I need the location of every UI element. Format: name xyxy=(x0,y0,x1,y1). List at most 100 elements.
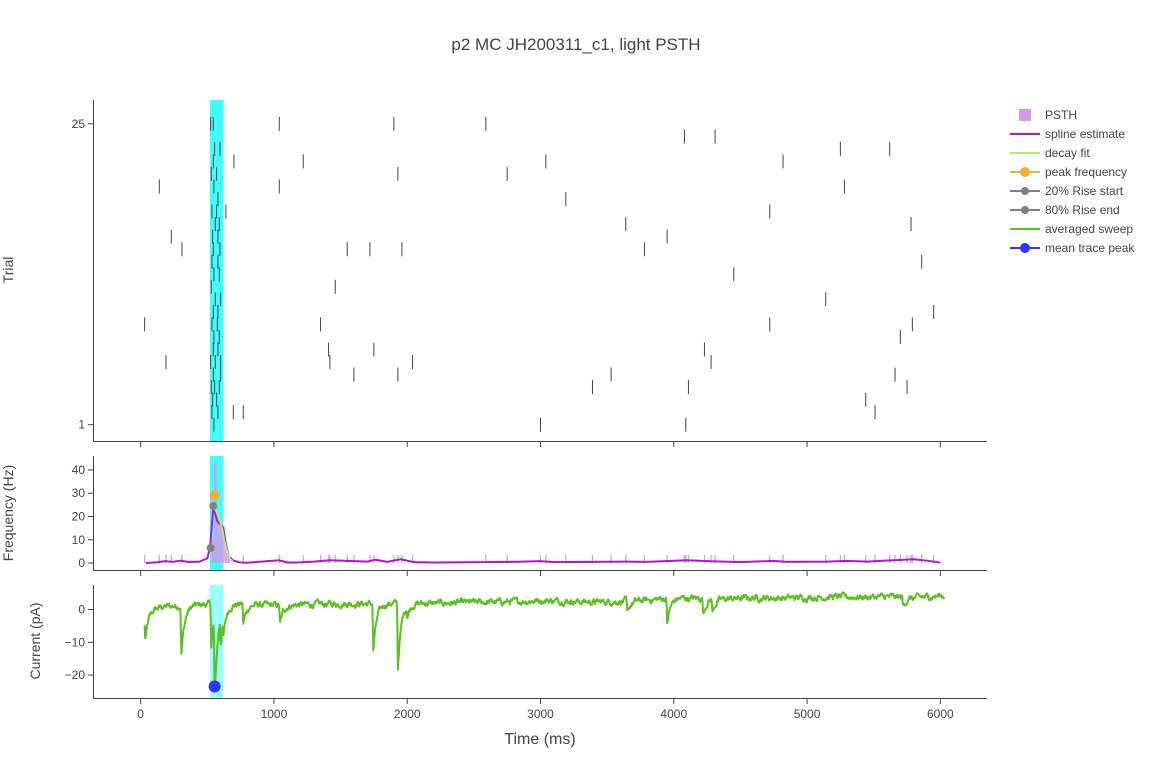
legend-item: peak frequency xyxy=(1010,165,1127,179)
psth-bar xyxy=(369,554,371,564)
psth-x-ticks xyxy=(140,571,941,576)
decay-fit-line xyxy=(212,506,234,563)
psth-y-tick-label: 10 xyxy=(72,533,86,547)
psth-bar xyxy=(539,554,542,564)
psth-bar xyxy=(346,554,348,564)
psth-bar xyxy=(874,554,876,564)
trace-y-tick-label: −10 xyxy=(65,635,86,649)
raster-y-tick-label: 1 xyxy=(78,418,85,432)
trace-y-ticks: −20 −10 0 xyxy=(65,603,93,682)
trace-y-axis-title: Current (pA) xyxy=(27,602,43,679)
chart-title: p2 MC JH200311_c1, light PSTH xyxy=(451,35,700,54)
legend-item: 80% Rise end xyxy=(1010,203,1120,217)
legend-item: decay fit xyxy=(1010,146,1090,160)
psth-markers-layer xyxy=(206,490,220,552)
legend-label: 80% Rise end xyxy=(1045,203,1120,217)
psth-bar xyxy=(170,554,172,564)
psth-y-ticks: 0 10 20 30 40 xyxy=(72,463,93,570)
psth-bar xyxy=(353,554,355,564)
legend-marker xyxy=(1021,187,1029,195)
psth-bar xyxy=(211,539,214,564)
trace-stimulus-layer xyxy=(209,585,224,698)
psth-bar xyxy=(839,554,841,564)
psth-bar xyxy=(666,554,668,564)
legend-marker xyxy=(1020,167,1030,177)
trace-y-tick-label: 0 xyxy=(78,603,85,617)
x-tick-label: 0 xyxy=(137,707,144,721)
x-tick-label: 2000 xyxy=(394,707,421,721)
psth-bar xyxy=(643,554,646,564)
psth-bar xyxy=(411,554,414,564)
peak-frequency-marker xyxy=(209,490,220,501)
raster-spikes-layer xyxy=(144,116,935,432)
psth-lines-layer xyxy=(145,506,941,565)
psth-bar xyxy=(224,544,228,564)
psth-bar xyxy=(506,554,508,564)
psth-bar xyxy=(710,554,712,564)
psth-bar xyxy=(894,554,896,564)
psth-bar xyxy=(825,554,827,564)
psth-bar xyxy=(278,554,280,564)
trace-panel: −20 −10 0 0 1000 2000 3000 4000 5000 6000 Curren… xyxy=(27,585,987,721)
psth-bar xyxy=(545,554,547,564)
trace-x-ticks: 0 1000 2000 3000 4000 5000 6000 xyxy=(137,699,954,721)
legend-label: 20% Rise start xyxy=(1045,184,1124,198)
psth-bar xyxy=(921,554,923,564)
mean-trace-peak-marker xyxy=(208,680,221,693)
legend-item: 20% Rise start xyxy=(1010,184,1124,198)
trace-stimulus-band xyxy=(209,585,224,698)
trace-lines-layer xyxy=(143,591,946,689)
psth-bar xyxy=(591,554,594,564)
psth-bar xyxy=(625,554,627,564)
psth-bar xyxy=(242,554,244,564)
legend-label: PSTH xyxy=(1045,108,1077,122)
legend-label: spline estimate xyxy=(1045,127,1125,141)
psth-bar xyxy=(221,525,225,564)
legend: PSTH spline estimate decay fit peak frequen… xyxy=(1010,108,1135,255)
psth-bar xyxy=(565,554,567,564)
psth-bar xyxy=(165,554,167,564)
spline-estimate-line xyxy=(145,506,941,565)
psth-bar xyxy=(769,554,771,564)
psth-bar xyxy=(685,554,687,564)
raster-y-tick-label: 25 xyxy=(72,117,86,131)
psth-y-tick-label: 30 xyxy=(72,486,86,500)
psth-bar xyxy=(610,554,612,564)
psth-bar xyxy=(733,554,735,564)
psth-y-tick-label: 0 xyxy=(78,556,85,570)
legend-label: decay fit xyxy=(1045,146,1090,160)
psth-bar xyxy=(865,554,867,564)
psth-bar xyxy=(843,554,845,564)
legend-marker xyxy=(1020,243,1030,253)
psth-bar xyxy=(329,554,331,564)
psth-y-axis-title: Frequency (Hz) xyxy=(0,465,16,561)
psth-bar xyxy=(889,554,891,564)
legend-marker xyxy=(1021,206,1029,214)
psth-y-tick-label: 40 xyxy=(72,463,86,477)
x-tick-label: 3000 xyxy=(527,707,554,721)
psth-bar xyxy=(703,554,706,564)
rise-end-marker xyxy=(209,502,218,511)
rise-start-marker xyxy=(206,543,215,552)
psth-bar xyxy=(327,554,330,564)
x-tick-label: 4000 xyxy=(660,707,687,721)
x-tick-label: 6000 xyxy=(927,707,954,721)
legend-label: peak frequency xyxy=(1045,165,1127,179)
psth-y-tick-label: 20 xyxy=(72,509,86,523)
psth-bar xyxy=(302,554,304,564)
legend-label: averaged sweep xyxy=(1045,222,1133,236)
raster-x-ticks xyxy=(140,442,941,447)
legend-item: averaged sweep xyxy=(1010,222,1133,236)
psth-bar xyxy=(485,554,487,564)
psth-bar xyxy=(216,516,220,564)
trace-y-tick-label: −20 xyxy=(65,668,86,682)
x-tick-label: 5000 xyxy=(794,707,821,721)
raster-y-ticks: 1 25 xyxy=(72,117,93,432)
psth-bar xyxy=(181,554,183,564)
psth-bar xyxy=(687,554,690,564)
psth-bar xyxy=(714,554,716,564)
raster-stimulus-layer xyxy=(209,100,224,441)
psth-bar xyxy=(158,554,160,564)
